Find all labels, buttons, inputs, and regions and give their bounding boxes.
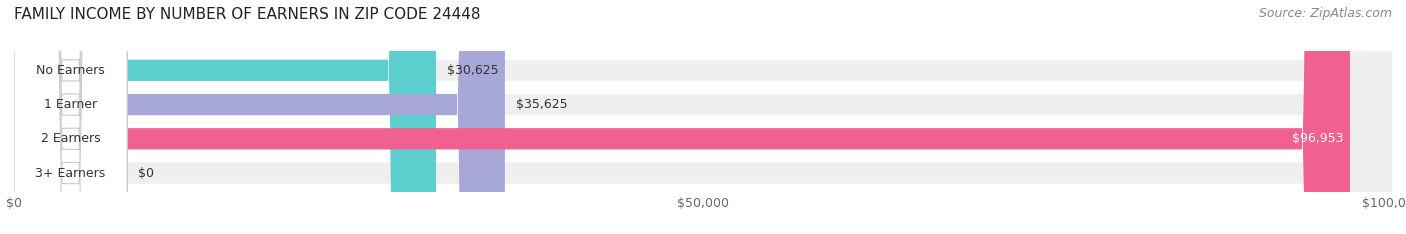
FancyBboxPatch shape	[14, 0, 436, 234]
Text: FAMILY INCOME BY NUMBER OF EARNERS IN ZIP CODE 24448: FAMILY INCOME BY NUMBER OF EARNERS IN ZI…	[14, 7, 481, 22]
Text: No Earners: No Earners	[37, 64, 105, 77]
Text: $0: $0	[138, 167, 155, 179]
FancyBboxPatch shape	[14, 0, 1392, 234]
Text: 1 Earner: 1 Earner	[44, 98, 97, 111]
FancyBboxPatch shape	[14, 0, 505, 234]
Text: $96,953: $96,953	[1292, 132, 1343, 145]
FancyBboxPatch shape	[14, 0, 127, 234]
FancyBboxPatch shape	[14, 0, 127, 234]
FancyBboxPatch shape	[14, 0, 1392, 234]
Text: 2 Earners: 2 Earners	[41, 132, 100, 145]
FancyBboxPatch shape	[14, 0, 127, 234]
Text: $35,625: $35,625	[516, 98, 568, 111]
FancyBboxPatch shape	[14, 0, 1392, 234]
Text: $30,625: $30,625	[447, 64, 499, 77]
FancyBboxPatch shape	[14, 0, 127, 234]
Text: Source: ZipAtlas.com: Source: ZipAtlas.com	[1258, 7, 1392, 20]
Text: 3+ Earners: 3+ Earners	[35, 167, 105, 179]
FancyBboxPatch shape	[14, 0, 1392, 234]
FancyBboxPatch shape	[14, 0, 1350, 234]
